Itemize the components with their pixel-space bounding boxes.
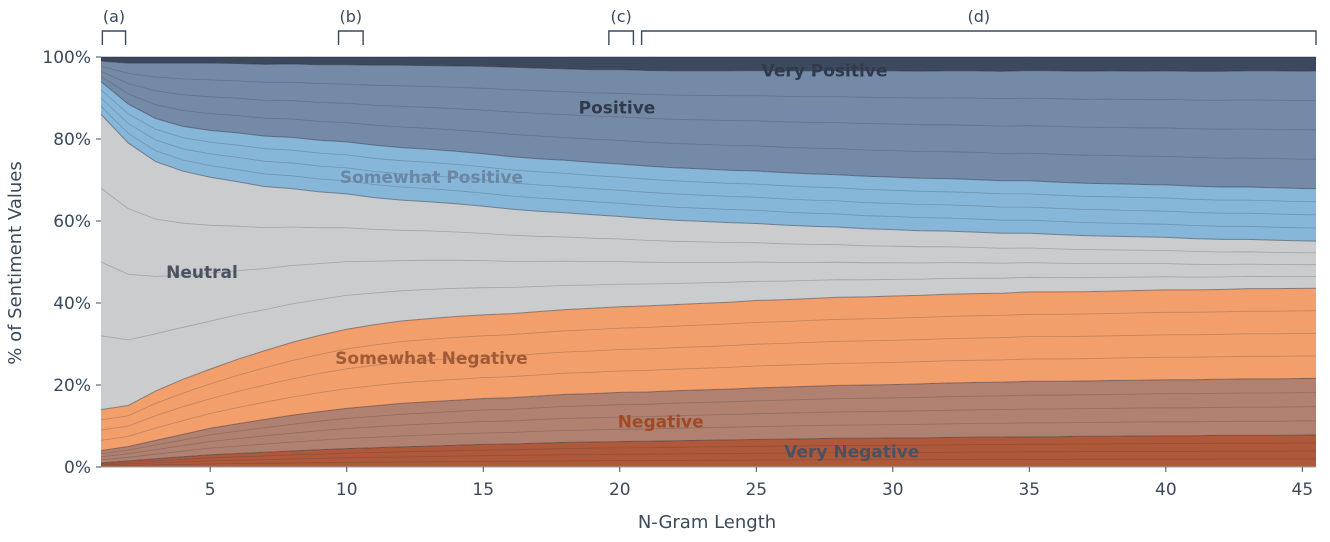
band-line-very-negative bbox=[100, 450, 1316, 466]
series-label-very-positive: Very Positive bbox=[762, 61, 888, 81]
band-line-negative bbox=[100, 420, 1316, 461]
band-line-positive bbox=[100, 71, 1317, 131]
band-line-very-negative bbox=[100, 442, 1316, 465]
boundary-line-very-negative bbox=[100, 434, 1317, 464]
y-axis: 0% 20% 40% 60% 80% 100% bbox=[42, 48, 101, 478]
band-line-very-positive bbox=[100, 59, 1317, 69]
bracket-label--a-: (a) bbox=[103, 7, 125, 26]
x-tick-label: 25 bbox=[745, 480, 767, 500]
area-very-positive bbox=[101, 57, 1316, 72]
band-line-somewhat-positive bbox=[100, 89, 1317, 203]
area-very-negative bbox=[101, 435, 1316, 467]
x-tick-label: 40 bbox=[1155, 480, 1177, 500]
y-tick-label: 20% bbox=[53, 376, 91, 396]
bracket--a- bbox=[101, 30, 127, 45]
boundary-line-negative bbox=[100, 377, 1317, 452]
series-label-somewhat-negative: Somewhat Negative bbox=[335, 349, 527, 369]
band-line-neutral bbox=[100, 275, 1316, 341]
area-negative bbox=[101, 378, 1316, 463]
area-somewhat-positive bbox=[101, 81, 1316, 242]
y-axis-title: % of Sentiment Values bbox=[5, 161, 26, 364]
area-series-group bbox=[101, 57, 1316, 467]
band-line-neutral bbox=[100, 187, 1317, 254]
x-tick-label: 35 bbox=[1018, 480, 1040, 500]
area-somewhat-negative bbox=[101, 288, 1316, 451]
bracket--c- bbox=[608, 30, 635, 45]
band-line-very-positive bbox=[100, 57, 1317, 62]
bracket-label--b-: (b) bbox=[339, 7, 362, 26]
sub-band-lines-group bbox=[100, 56, 1317, 467]
annotation-brackets: (a) (b) (c) (d) bbox=[101, 7, 1317, 45]
band-line-very-negative bbox=[100, 458, 1316, 467]
x-tick-label: 15 bbox=[472, 480, 494, 500]
x-axis-title: N-Gram Length bbox=[638, 512, 776, 533]
bracket--d- bbox=[640, 30, 1317, 45]
band-line-somewhat-negative bbox=[100, 355, 1317, 441]
boundary-line-somewhat-negative bbox=[100, 287, 1317, 411]
band-line-neutral bbox=[100, 259, 1316, 277]
series-label-very-negative: Very Negative bbox=[784, 443, 919, 463]
series-label-negative: Negative bbox=[618, 412, 704, 432]
x-axis: 5 10 15 20 25 30 35 40 45 bbox=[101, 466, 1316, 500]
band-line-negative bbox=[100, 392, 1317, 455]
y-tick-label: 0% bbox=[64, 458, 91, 478]
boundary-line-somewhat-positive bbox=[100, 81, 1317, 190]
band-line-very-positive bbox=[100, 58, 1317, 65]
series-labels-group: Very Positive Positive Somewhat Positive Ne… bbox=[166, 61, 919, 462]
band-line-positive bbox=[100, 76, 1316, 160]
bracket--b- bbox=[337, 30, 364, 45]
series-label-somewhat-positive: Somewhat Positive bbox=[340, 168, 523, 188]
y-tick-label: 60% bbox=[53, 212, 91, 232]
area-positive bbox=[101, 61, 1316, 189]
x-tick-label: 45 bbox=[1292, 480, 1314, 500]
x-tick-label: 10 bbox=[336, 480, 358, 500]
series-label-neutral: Neutral bbox=[166, 263, 238, 283]
band-line-somewhat-negative bbox=[100, 332, 1317, 431]
series-label-positive: Positive bbox=[579, 98, 656, 118]
band-line-positive bbox=[100, 65, 1317, 102]
band-line-somewhat-positive bbox=[100, 97, 1317, 216]
band-line-somewhat-negative bbox=[100, 310, 1317, 421]
x-tick-label: 30 bbox=[882, 480, 904, 500]
band-line-somewhat-positive bbox=[100, 105, 1317, 229]
bracket-label--c-: (c) bbox=[610, 7, 631, 26]
y-tick-label: 100% bbox=[42, 48, 91, 68]
area-neutral bbox=[101, 114, 1316, 410]
bracket-label--d-: (d) bbox=[967, 7, 990, 26]
boundary-line-neutral bbox=[100, 114, 1317, 242]
boundary-line-positive bbox=[100, 60, 1317, 72]
band-line-negative bbox=[100, 406, 1317, 458]
x-tick-label: 5 bbox=[205, 480, 216, 500]
y-tick-label: 80% bbox=[53, 130, 91, 150]
y-tick-label: 40% bbox=[53, 294, 91, 314]
x-tick-label: 20 bbox=[609, 480, 631, 500]
